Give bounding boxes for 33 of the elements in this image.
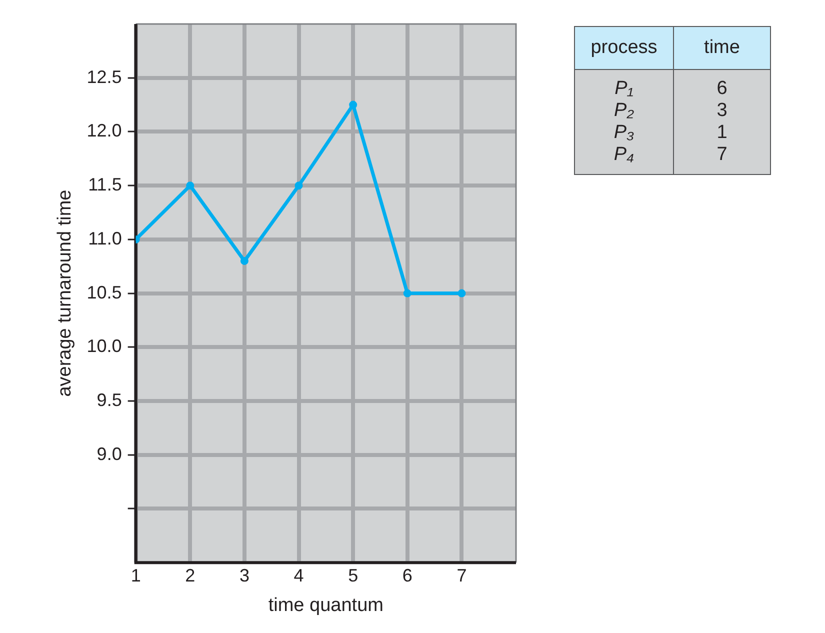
data-label: 7 [674, 144, 770, 174]
x-axis-title: time quantum [268, 594, 384, 616]
x-tick-label: 7 [456, 565, 467, 586]
point [294, 182, 303, 190]
category-label: P₄ [574, 144, 674, 174]
x-tick-label: 3 [239, 565, 250, 586]
y-tick-label: 10.5 [86, 282, 122, 302]
point [349, 100, 358, 109]
data-label: 3 [674, 100, 770, 122]
text: time [674, 26, 770, 70]
x-tick-label: 2 [185, 565, 196, 586]
x-tick-label: 1 [130, 565, 141, 586]
category-label: P₂ [574, 100, 674, 122]
category-label: P₃ [574, 122, 674, 144]
x-tick-label: 6 [402, 565, 412, 586]
point [458, 289, 466, 298]
y-tick-label: 9.5 [96, 390, 122, 410]
point [186, 182, 194, 190]
point [240, 256, 248, 265]
y-tick-label: 11.5 [88, 174, 122, 195]
text: process [574, 26, 674, 70]
y-tick-label: 12.0 [86, 120, 122, 141]
x-tick-label: 5 [348, 565, 358, 586]
data-label: 1 [674, 122, 770, 144]
x-tick-label: 4 [294, 565, 304, 586]
y-tick-label: 9.0 [96, 444, 122, 464]
y-tick-label: 11.0 [88, 228, 122, 248]
y-axis-title: average turnaround time [54, 190, 76, 397]
data-label: 6 [674, 70, 770, 100]
point [403, 289, 412, 298]
category-label: P₁ [574, 70, 674, 100]
y-tick-label: 10.0 [86, 336, 122, 356]
y-tick-label: 12.5 [86, 66, 122, 87]
